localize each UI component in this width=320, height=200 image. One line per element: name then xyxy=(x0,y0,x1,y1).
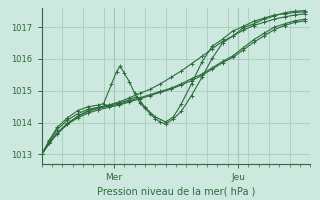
X-axis label: Pression niveau de la mer( hPa ): Pression niveau de la mer( hPa ) xyxy=(97,186,255,196)
